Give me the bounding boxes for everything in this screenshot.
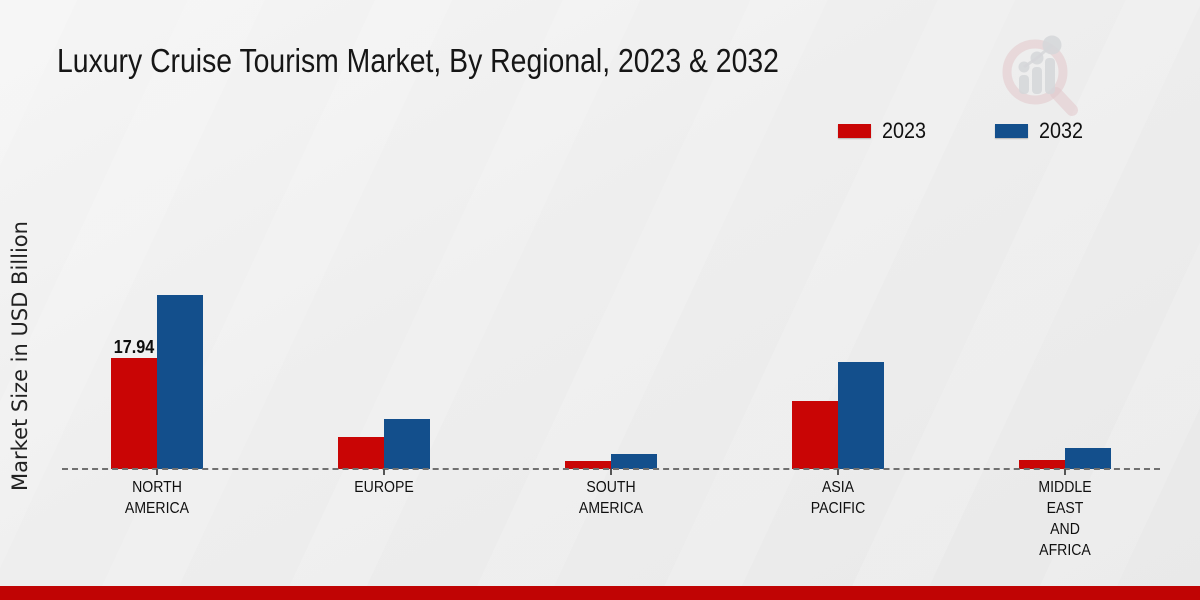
bar-2032-europe xyxy=(384,419,430,469)
bar-2023-middle-east-and-africa xyxy=(1019,460,1065,469)
category-label-north-america: NORTH AMERICA xyxy=(124,479,190,517)
axis-tick-north-america xyxy=(156,469,158,475)
category-label-south-america: SOUTH AMERICA xyxy=(578,479,644,517)
axis-tick-europe xyxy=(383,469,385,475)
bar-2023-europe xyxy=(338,437,384,469)
chart-title: Luxury Cruise Tourism Market, By Regiona… xyxy=(57,42,779,79)
bar-2023-north-america xyxy=(111,358,157,469)
category-label-asia-pacific: ASIA PACIFIC xyxy=(810,479,866,517)
magnifier-chart-logo-icon xyxy=(1002,35,1078,116)
legend-swatch-2023 xyxy=(838,124,871,138)
legend-swatch-2032 xyxy=(994,124,1028,138)
bar-2023-asia-pacific xyxy=(792,401,838,469)
legend-label-2032: 2032 xyxy=(1038,118,1084,143)
category-label-europe: EUROPE xyxy=(354,479,414,496)
bar-2032-asia-pacific xyxy=(838,362,884,469)
bar-2032-north-america xyxy=(157,295,203,469)
bar-2023-south-america xyxy=(565,461,611,469)
bar-2032-south-america xyxy=(611,454,657,469)
axis-tick-middle-east-and-africa xyxy=(1064,469,1066,475)
category-label-middle-east-and-africa: MIDDLE EAST AND AFRICA xyxy=(1038,479,1092,559)
value-label-2023-north-america: 17.94 xyxy=(113,337,155,357)
axis-tick-south-america xyxy=(610,469,612,475)
footer-accent-band xyxy=(0,586,1200,600)
axis-tick-asia-pacific xyxy=(837,469,839,475)
legend-label-2023: 2023 xyxy=(882,118,927,143)
bar-2032-middle-east-and-africa xyxy=(1065,448,1111,469)
legend: 2023 2032 xyxy=(838,118,1088,144)
